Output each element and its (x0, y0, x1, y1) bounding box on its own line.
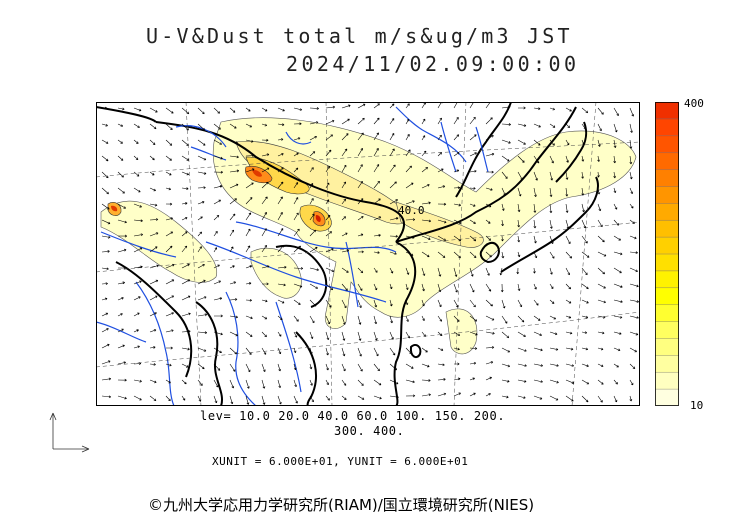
colorbar-swatch (655, 389, 679, 407)
colorbar-swatch (655, 304, 679, 323)
colorbar-swatch (655, 372, 679, 390)
colorbar (655, 102, 679, 407)
graticule (96, 102, 640, 406)
vector-units: XUNIT = 6.000E+01, YUNIT = 6.000E+01 (212, 455, 469, 468)
coastlines (96, 102, 599, 406)
contour-label: 40.0 (398, 204, 425, 217)
colorbar-swatch (655, 254, 679, 272)
contour-levels-line1: lev= 10.0 20.0 40.0 60.0 100. 150. 200. (200, 409, 506, 423)
map-datetime: 2024/11/02.09:00:00 (286, 52, 580, 76)
colorbar-swatch (655, 203, 679, 221)
colorbar-swatch (655, 102, 679, 120)
colorbar-swatch (655, 270, 679, 289)
colorbar-swatch (655, 169, 679, 187)
colorbar-swatch (655, 287, 679, 306)
colorbar-swatch (655, 237, 679, 255)
rivers (96, 106, 489, 406)
colorbar-max-label: 400 (684, 97, 704, 110)
colorbar-swatch (655, 186, 679, 204)
copyright-credit: ©九州大学応用力学研究所(RIAM)/国立環境研究所(NIES) (148, 496, 535, 514)
wind-vectors (101, 102, 640, 405)
colorbar-min-label: 10 (690, 399, 704, 412)
map-canvas: 40.0 (96, 102, 640, 406)
colorbar-swatch (655, 355, 679, 373)
colorbar-swatch (655, 220, 679, 238)
colorbar-swatch (655, 152, 679, 171)
colorbar-swatch (655, 321, 679, 339)
colorbar-swatch (655, 118, 679, 137)
dust-map: 40.0 (96, 102, 640, 406)
colorbar-swatch (655, 338, 679, 356)
reference-vector-icon (49, 412, 90, 453)
contour-levels-line2: 300. 400. (334, 424, 405, 438)
colorbar-swatch (655, 135, 679, 154)
map-title: U-V&Dust total m/s&ug/m3 JST (146, 24, 573, 48)
